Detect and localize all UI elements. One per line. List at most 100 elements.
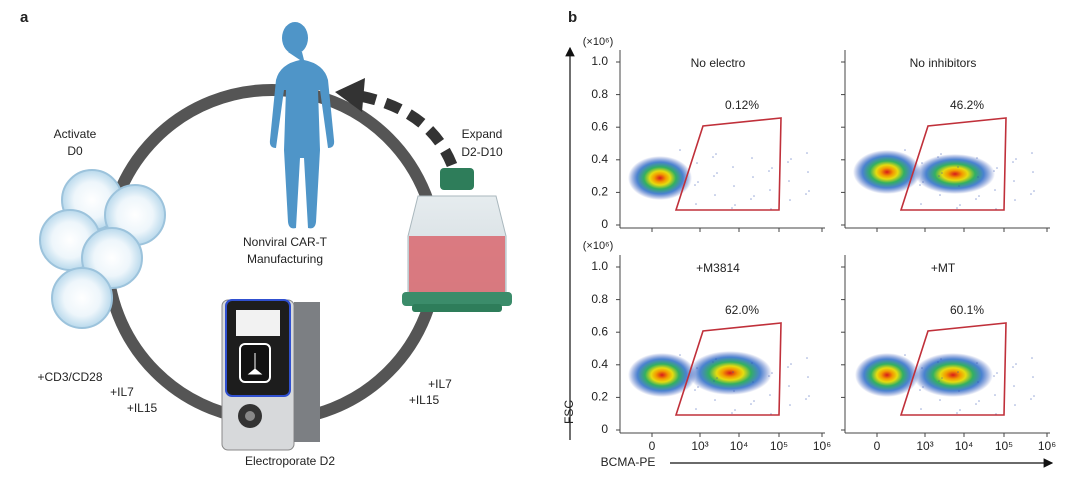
- event-dot: [1030, 398, 1032, 400]
- stage-text: Activate: [54, 127, 97, 141]
- x-tick-label: 10⁶: [813, 439, 831, 453]
- event-dot: [941, 377, 943, 379]
- event-dot: [768, 170, 770, 172]
- facs-plot: +M3814 62.0% 0 0.2 0.4 0.6 0.8 1.0 0 10³ 10⁴ 10⁵ 10⁶: [591, 255, 831, 453]
- gate: [674, 322, 782, 416]
- stage-text: Electroporate D2: [245, 454, 335, 468]
- event-dot: [788, 180, 790, 182]
- gate-percent: 62.0%: [725, 303, 759, 317]
- event-dot: [993, 375, 995, 377]
- event-dot: [806, 152, 808, 154]
- event-dot: [714, 194, 716, 196]
- x-axis-label: BCMA-PE: [601, 455, 656, 469]
- event-dot: [752, 176, 754, 178]
- event-dot: [768, 375, 770, 377]
- event-dot: [713, 175, 715, 177]
- event-dot: [1012, 161, 1014, 163]
- x-tick-label: 10⁴: [955, 439, 974, 453]
- event-dot: [957, 166, 959, 168]
- x-tick-label: 10³: [691, 439, 708, 453]
- panel-a: a: [20, 9, 512, 468]
- x-tick-label: 10⁶: [1038, 439, 1056, 453]
- gate: [674, 117, 782, 211]
- stage-text: D0: [67, 144, 83, 158]
- y-tick-label: 0.2: [591, 390, 608, 404]
- event-dot: [922, 181, 924, 183]
- event-dot: [787, 161, 789, 163]
- event-dot: [956, 207, 958, 209]
- event-dot: [697, 181, 699, 183]
- event-dot: [731, 412, 733, 414]
- event-dot: [1031, 357, 1033, 359]
- x-tick-label: 10⁵: [995, 439, 1013, 453]
- event-dot: [771, 167, 773, 169]
- person-silhouette: [269, 22, 335, 229]
- event-dot: [788, 385, 790, 387]
- density-cloud: [628, 353, 696, 397]
- event-dot: [732, 371, 734, 373]
- plot-title: +MT: [931, 261, 956, 275]
- event-dot: [753, 195, 755, 197]
- plot-title: No electro: [691, 56, 746, 70]
- event-dot: [695, 203, 697, 205]
- event-dot: [937, 361, 939, 363]
- event-dot: [978, 195, 980, 197]
- event-dot: [715, 153, 717, 155]
- event-dot: [696, 367, 698, 369]
- event-dot: [975, 403, 977, 405]
- event-dot: [920, 203, 922, 205]
- y-tick-label: 0.2: [591, 185, 608, 199]
- panel-b: b FSC BCMA-PE (×10⁶) (×10⁶) No electro 0.…: [562, 9, 1056, 469]
- y-tick-label: 0.8: [591, 292, 608, 306]
- facs-plot: +MT 60.1% 0 10³ 10⁴ 10⁵ 10⁶: [841, 255, 1056, 453]
- event-dot: [938, 175, 940, 177]
- event-dot: [1013, 385, 1015, 387]
- event-dot: [994, 189, 996, 191]
- event-dot: [921, 162, 923, 164]
- event-dot: [789, 199, 791, 201]
- event-dot: [790, 363, 792, 365]
- event-dot: [751, 362, 753, 364]
- y-multiplier: (×10⁶): [583, 240, 614, 252]
- event-dot: [716, 172, 718, 174]
- event-dot: [695, 408, 697, 410]
- y-tick-label: 0.8: [591, 87, 608, 101]
- event-dot: [940, 358, 942, 360]
- supplement: +IL7: [110, 385, 134, 399]
- event-dot: [1032, 171, 1034, 173]
- event-dot: [731, 207, 733, 209]
- event-dot: [769, 394, 771, 396]
- event-dot: [937, 156, 939, 158]
- event-dot: [790, 158, 792, 160]
- plot-title: +M3814: [696, 261, 740, 275]
- event-dot: [940, 153, 942, 155]
- event-dot: [1014, 199, 1016, 201]
- cell-cluster: [39, 169, 166, 329]
- event-dot: [733, 390, 735, 392]
- center-title: Manufacturing: [247, 252, 323, 266]
- event-dot: [679, 149, 681, 151]
- event-dot: [753, 400, 755, 402]
- event-dot: [904, 149, 906, 151]
- panel-label: b: [568, 9, 577, 26]
- event-dot: [977, 381, 979, 383]
- y-multiplier: (×10⁶): [583, 36, 614, 48]
- event-dot: [694, 184, 696, 186]
- gate-percent: 0.12%: [725, 98, 759, 112]
- event-dot: [751, 157, 753, 159]
- event-dot: [1012, 366, 1014, 368]
- event-dot: [938, 380, 940, 382]
- y-tick-label: 0.4: [591, 357, 608, 371]
- density-cloud: [913, 353, 993, 397]
- stage-text: D2-D10: [461, 145, 503, 159]
- event-dot: [808, 395, 810, 397]
- stage-text: Expand: [462, 127, 503, 141]
- y-tick-label: 0: [601, 422, 608, 436]
- x-tick-label: 10⁵: [770, 439, 788, 453]
- event-dot: [904, 354, 906, 356]
- y-tick-label: 0: [601, 217, 608, 231]
- event-dot: [958, 390, 960, 392]
- density-cloud: [855, 353, 919, 397]
- event-dot: [1013, 180, 1015, 182]
- gate-percent: 60.1%: [950, 303, 984, 317]
